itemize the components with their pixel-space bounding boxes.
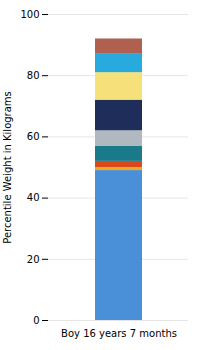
svg-text:40: 40 bbox=[27, 192, 40, 203]
svg-text:Percentile Weight in Kilograms: Percentile Weight in Kilograms bbox=[2, 91, 13, 244]
svg-text:60: 60 bbox=[27, 131, 40, 142]
svg-text:80: 80 bbox=[27, 70, 40, 81]
svg-text:0: 0 bbox=[33, 315, 39, 326]
svg-text:20: 20 bbox=[27, 253, 40, 264]
svg-text:Boy 16 years 7 months: Boy 16 years 7 months bbox=[61, 328, 177, 339]
svg-text:100: 100 bbox=[20, 9, 39, 20]
